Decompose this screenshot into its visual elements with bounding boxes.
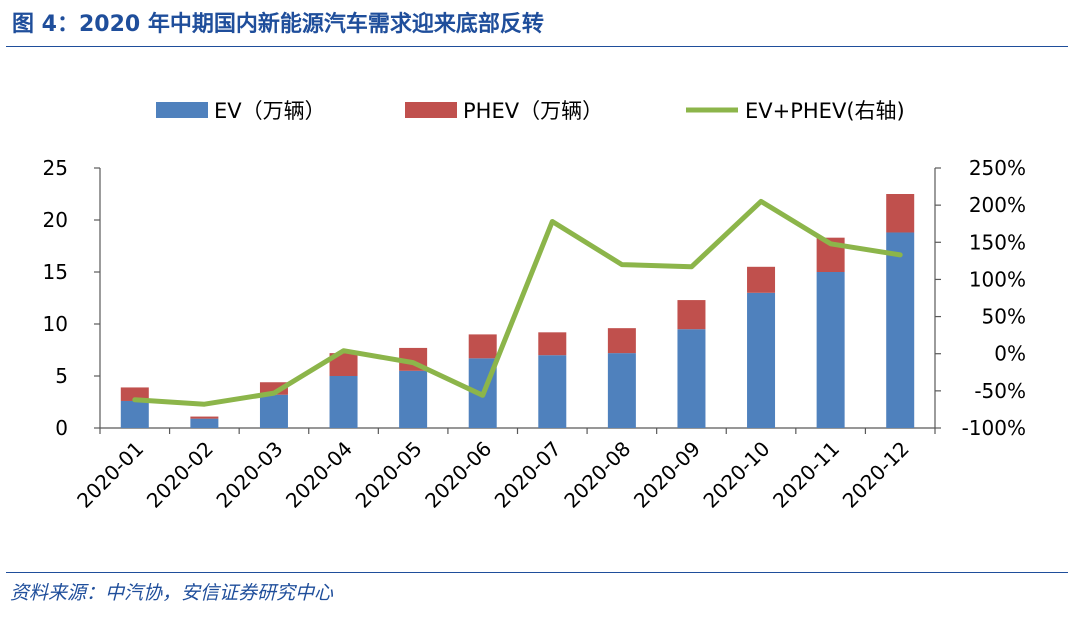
axes: 0 5 10 15 20 25 -100% -50% 0% 50% 100% 150% 200% 250% [43, 156, 1026, 440]
left-tick-label: 10 [43, 312, 68, 336]
x-tick-label: 2020-05 [351, 437, 427, 513]
ev-bar [538, 355, 567, 428]
x-tick-label: 2020-06 [420, 437, 496, 513]
legend-phev-label: PHEV（万辆） [463, 99, 603, 123]
x-tick-label: 2020-03 [211, 437, 287, 513]
phev-bar [747, 266, 776, 293]
x-tick-label: 2020-01 [72, 437, 148, 513]
x-tick-label: 2020-04 [281, 437, 357, 513]
ev-bar [816, 272, 845, 428]
line-series [132, 198, 903, 407]
total-growth-line [132, 198, 903, 407]
bars [120, 194, 915, 428]
figure-title: 图 4：2020 年中期国内新能源汽车需求迎来底部反转 [12, 12, 544, 37]
ev-bar [747, 292, 776, 428]
right-tick-label: 250% [969, 156, 1026, 180]
legend-ev-label: EV（万辆） [214, 99, 326, 123]
right-tick-label: 200% [969, 193, 1026, 217]
phev-bar [329, 353, 358, 376]
x-tick-label: 2020-02 [142, 437, 218, 513]
phev-bar [607, 328, 636, 354]
left-tick-label: 15 [43, 260, 68, 284]
source-divider [6, 572, 1068, 573]
title-divider [6, 46, 1068, 47]
ev-bar [677, 329, 706, 428]
source-note: 资料来源：中汽协，安信证券研究中心 [10, 582, 334, 604]
phev-bar [120, 387, 149, 401]
right-tick-label: 0% [994, 342, 1026, 366]
x-tick-labels: 2020-012020-022020-032020-042020-052020-… [72, 437, 913, 513]
ev-bar [190, 418, 219, 428]
left-tick-label: 0 [55, 416, 68, 440]
left-tick-label: 20 [43, 208, 68, 232]
left-tick-label: 25 [43, 156, 68, 180]
ev-bar [120, 400, 149, 428]
right-tick-label: 100% [969, 267, 1026, 291]
legend-ev-swatch [156, 102, 208, 118]
right-tick-label: 50% [982, 305, 1026, 329]
x-tick-label: 2020-12 [838, 437, 914, 513]
x-tick-label: 2020-09 [629, 437, 705, 513]
right-tick-label: -50% [974, 379, 1026, 403]
ev-bar [607, 353, 636, 428]
legend: EV（万辆） PHEV（万辆） EV+PHEV(右轴) [156, 99, 905, 123]
legend-line-label: EV+PHEV(右轴) [745, 99, 905, 123]
phev-bar [886, 194, 915, 233]
phev-bar [190, 416, 219, 419]
ev-bar [886, 232, 915, 428]
legend-phev-swatch [405, 102, 457, 118]
x-tick-label: 2020-07 [490, 437, 566, 513]
x-tick-label: 2020-11 [768, 437, 844, 513]
ev-bar [259, 394, 288, 428]
ev-bar [399, 370, 428, 428]
x-tick-label: 2020-10 [699, 437, 775, 513]
right-tick-label: 150% [969, 230, 1026, 254]
phev-bar [468, 334, 497, 359]
x-tick-label: 2020-08 [559, 437, 635, 513]
left-tick-label: 5 [55, 364, 68, 388]
ev-bar [329, 376, 358, 428]
chart: EV（万辆） PHEV（万辆） EV+PHEV(右轴) 0 5 10 15 20 25 -100… [43, 99, 1026, 513]
phev-bar [677, 300, 706, 330]
phev-bar [538, 332, 567, 356]
right-tick-label: -100% [962, 416, 1026, 440]
